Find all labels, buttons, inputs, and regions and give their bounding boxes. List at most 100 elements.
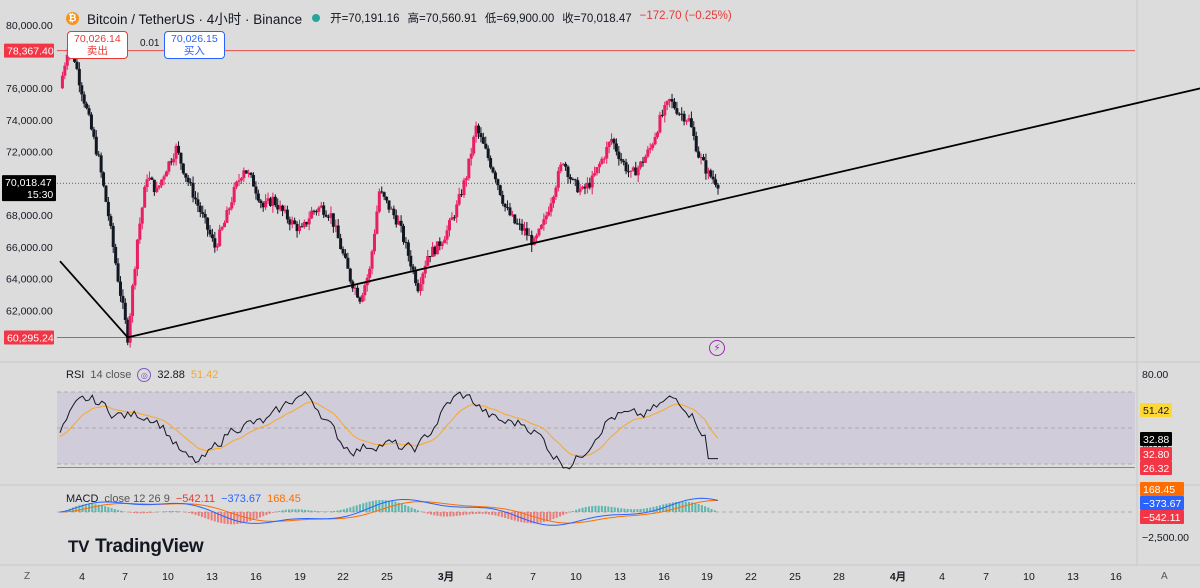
rsi-settings-icon[interactable]: ◎ xyxy=(137,368,152,382)
candle-body xyxy=(672,101,676,109)
buy-button[interactable]: 70,026.15 买入 xyxy=(164,31,225,59)
candle-body xyxy=(399,220,403,226)
bar-countdown-label: 15:30 xyxy=(27,189,53,201)
lightning-icon[interactable]: ⚡ xyxy=(709,340,725,356)
macd-value-label: 168.45 xyxy=(1143,484,1175,496)
candle-body xyxy=(503,203,507,208)
candle-body xyxy=(85,103,89,109)
macd-histogram-bar xyxy=(91,504,94,512)
macd-histogram-bar xyxy=(397,502,400,512)
rsi-value-label-box xyxy=(1140,461,1172,475)
candle-body xyxy=(89,114,93,130)
sell-button[interactable]: 70,026.14 卖出 xyxy=(67,31,128,59)
macd-histogram-bar xyxy=(633,509,636,512)
price-tick-label: 72,000.00 xyxy=(6,147,53,159)
auto-scale-toggle[interactable]: A xyxy=(1161,571,1168,582)
spread-value: 0.01 xyxy=(140,38,160,49)
macd-histogram-bar xyxy=(355,505,358,512)
candle-body xyxy=(428,256,432,258)
candle-body xyxy=(426,256,430,266)
rsi-value-label-box xyxy=(1140,403,1172,417)
macd-value-label-box xyxy=(1140,510,1184,524)
candle-body xyxy=(99,155,103,173)
candle-body xyxy=(583,186,587,189)
symbol-title[interactable]: Bitcoin / TetherUS · 4小时 · Binance xyxy=(87,12,303,27)
candle-body xyxy=(411,266,415,270)
candle-body xyxy=(677,113,681,115)
candle-body xyxy=(126,319,130,343)
candle-body xyxy=(297,226,301,232)
candle-body xyxy=(63,65,67,76)
buy-price: 70,026.15 xyxy=(171,33,218,45)
candle-body xyxy=(477,125,481,134)
macd-histogram-bar xyxy=(304,509,307,512)
macd-histogram-bar xyxy=(84,504,87,512)
timezone-toggle[interactable]: Z xyxy=(24,571,31,582)
candle-body xyxy=(198,205,202,213)
candle-body xyxy=(716,184,720,189)
candle-body xyxy=(636,167,640,176)
candle-body xyxy=(341,249,345,254)
candle-body xyxy=(576,180,580,193)
candle-body xyxy=(276,204,280,210)
macd-histogram-bar xyxy=(620,508,623,512)
candle-body xyxy=(201,212,205,214)
macd-histogram-bar xyxy=(149,512,152,513)
time-axis-label: 3月 xyxy=(438,571,454,583)
candle-body xyxy=(709,170,713,177)
candle-body xyxy=(447,220,451,231)
time-axis-label: 10 xyxy=(162,571,174,583)
macd-histogram-bar xyxy=(271,512,274,513)
macd-histogram-bar xyxy=(452,512,455,517)
macd-histogram-bar xyxy=(584,507,587,512)
macd-legend[interactable]: MACD close 12 26 9 −542.11 −373.67 168.4… xyxy=(66,493,301,505)
candle-body xyxy=(225,210,229,223)
macd-histogram-bar xyxy=(107,507,110,512)
candle-body xyxy=(109,216,113,226)
candle-body xyxy=(239,178,243,181)
macd-histogram-bar xyxy=(326,511,329,512)
macd-histogram-bar xyxy=(300,509,303,512)
macd-histogram-bar xyxy=(75,506,78,512)
candle-body xyxy=(300,226,304,228)
candle-body xyxy=(261,203,265,208)
macd-histogram-bar xyxy=(610,506,613,512)
macd-histogram-bar xyxy=(129,512,132,513)
candle-body xyxy=(479,133,483,138)
rsi-legend[interactable]: RSI 14 close ◎ 32.88 51.42 xyxy=(66,368,218,382)
candle-body xyxy=(484,143,488,149)
candle-body xyxy=(556,171,560,188)
macd-histogram-bar xyxy=(217,512,220,523)
candle-body xyxy=(358,297,362,302)
candle-body xyxy=(377,191,381,212)
time-axis-label: 13 xyxy=(206,571,218,583)
macd-histogram-bar xyxy=(194,512,197,515)
candle-body xyxy=(215,245,219,248)
candle-body xyxy=(552,196,555,204)
candle-body xyxy=(646,149,650,157)
candle-body xyxy=(474,125,478,137)
macd-histogram-bar xyxy=(162,511,165,512)
macd-histogram-bar xyxy=(233,512,236,525)
candle-body xyxy=(356,287,360,298)
candle-body xyxy=(157,185,161,188)
candle-body xyxy=(542,219,546,225)
candle-body xyxy=(339,238,343,250)
candle-body xyxy=(431,246,435,257)
macd-histogram-bar xyxy=(375,500,378,512)
macd-histogram-bar xyxy=(607,506,610,512)
chart-header: ₿ Bitcoin / TetherUS · 4小时 · Binance 开=7… xyxy=(66,8,732,28)
candle-body xyxy=(554,187,558,197)
time-axis-label: 7 xyxy=(983,571,989,583)
macd-histogram-bar xyxy=(239,512,242,524)
macd-histogram-bar xyxy=(491,512,494,515)
macd-histogram-bar xyxy=(458,512,461,516)
candle-body xyxy=(600,158,604,164)
candle-body xyxy=(602,158,606,160)
candle-body xyxy=(123,302,127,320)
macd-histogram-bar xyxy=(281,510,284,512)
tradingview-logo[interactable]: TV TradingView xyxy=(68,536,204,558)
macd-histogram-bar xyxy=(258,512,261,518)
candle-body xyxy=(409,255,413,267)
